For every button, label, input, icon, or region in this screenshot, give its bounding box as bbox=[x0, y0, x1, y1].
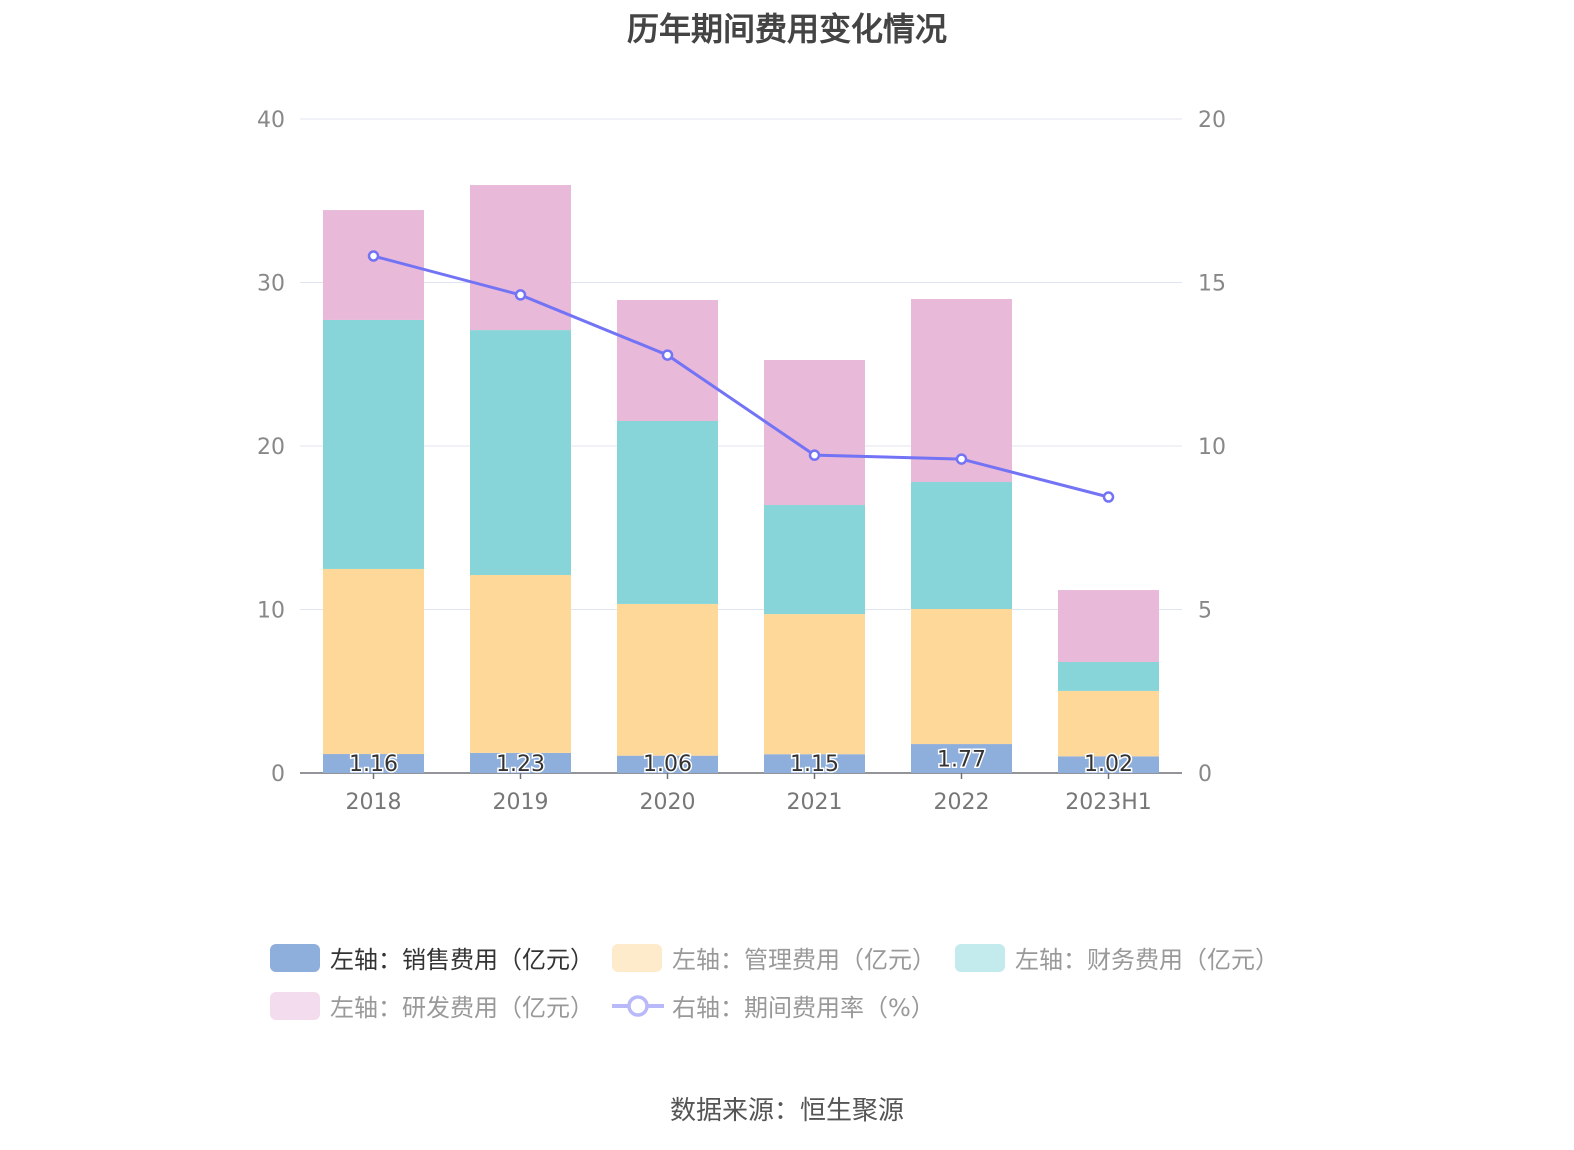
legend-item[interactable]: 左轴：财务费用（亿元） bbox=[955, 940, 1279, 975]
chart-title: 历年期间费用变化情况 bbox=[626, 10, 947, 48]
line-point bbox=[367, 250, 380, 262]
bar-segment bbox=[323, 568, 424, 755]
line-point bbox=[808, 449, 821, 461]
legend-label: 左轴：管理费用（亿元） bbox=[672, 946, 936, 974]
x-tick-label: 2018 bbox=[346, 790, 402, 815]
legend-label: 左轴：财务费用（亿元） bbox=[1015, 946, 1279, 974]
line-point bbox=[661, 349, 674, 361]
legend-swatch-icon bbox=[270, 943, 320, 972]
bar-segment bbox=[764, 614, 865, 755]
bar-segment bbox=[470, 330, 571, 576]
bar-segment bbox=[1058, 590, 1159, 662]
data-label: 1.02 bbox=[1084, 752, 1133, 777]
data-label: 1.16 bbox=[349, 752, 398, 777]
legend-item[interactable]: 左轴：管理费用（亿元） bbox=[612, 940, 936, 975]
bar-segment bbox=[617, 755, 718, 773]
bar-segment bbox=[1058, 756, 1159, 773]
left-tick-label: 30 bbox=[257, 272, 285, 297]
data-label: 1.23 bbox=[496, 752, 545, 777]
right-tick-label: 20 bbox=[1198, 108, 1226, 133]
x-tick-label: 2023H1 bbox=[1065, 790, 1152, 815]
legend-swatch-icon bbox=[270, 991, 320, 1020]
x-tick-label: 2020 bbox=[640, 790, 696, 815]
line-series bbox=[373, 254, 1109, 499]
data-label: 1.77 bbox=[937, 748, 986, 773]
bar-segment bbox=[911, 744, 1012, 773]
legend-swatch-icon bbox=[612, 943, 662, 972]
bar-segment bbox=[764, 754, 865, 773]
bar-segment bbox=[911, 299, 1012, 482]
legend-label: 左轴：销售费用（亿元） bbox=[330, 946, 594, 974]
left-tick-label: 10 bbox=[257, 599, 285, 624]
data-label: 1.15 bbox=[790, 752, 839, 777]
bar-segment bbox=[470, 575, 571, 753]
left-tick-label: 40 bbox=[257, 108, 285, 133]
legend-line-icon bbox=[612, 994, 664, 1017]
data-label: 1.06 bbox=[643, 752, 692, 777]
left-tick-label: 0 bbox=[271, 762, 285, 787]
legend-label: 右轴：期间费用率（%） bbox=[672, 994, 935, 1022]
line-point bbox=[1102, 491, 1115, 503]
right-tick-label: 5 bbox=[1198, 599, 1212, 624]
left-tick-label: 20 bbox=[257, 435, 285, 460]
bar-segment bbox=[323, 319, 424, 569]
bar-segment bbox=[617, 420, 718, 604]
right-tick-label: 0 bbox=[1198, 762, 1212, 787]
legend-item[interactable]: 右轴：期间费用率（%） bbox=[612, 988, 935, 1023]
bar-segment bbox=[617, 603, 718, 756]
x-tick-label: 2019 bbox=[493, 790, 549, 815]
bar-segment bbox=[323, 754, 424, 773]
x-tick-label: 2021 bbox=[787, 790, 843, 815]
x-tick-label: 2022 bbox=[934, 790, 990, 815]
bar-segment bbox=[911, 481, 1012, 610]
bar-segment bbox=[1058, 661, 1159, 691]
legend-swatch-icon bbox=[955, 943, 1005, 972]
legend-item[interactable]: 左轴：销售费用（亿元） bbox=[270, 940, 594, 975]
bar-segment bbox=[470, 185, 571, 331]
bar-segment bbox=[911, 609, 1012, 745]
data-source: 数据来源：恒生聚源 bbox=[669, 1096, 904, 1126]
chart-plot: 0 10 20 30 40 0 5 10 15 20 2018 2019 2020 2021 2022 202… bbox=[257, 108, 1226, 815]
bar-segment bbox=[1058, 690, 1159, 757]
legend-label: 左轴：研发费用（亿元） bbox=[330, 994, 594, 1022]
line-point bbox=[955, 453, 968, 465]
right-tick-label: 10 bbox=[1198, 435, 1226, 460]
right-tick-label: 15 bbox=[1198, 272, 1226, 297]
bar-segment bbox=[470, 752, 571, 773]
bar-segment bbox=[764, 505, 865, 615]
line-point bbox=[514, 289, 527, 301]
legend-item[interactable]: 左轴：研发费用（亿元） bbox=[270, 988, 594, 1023]
